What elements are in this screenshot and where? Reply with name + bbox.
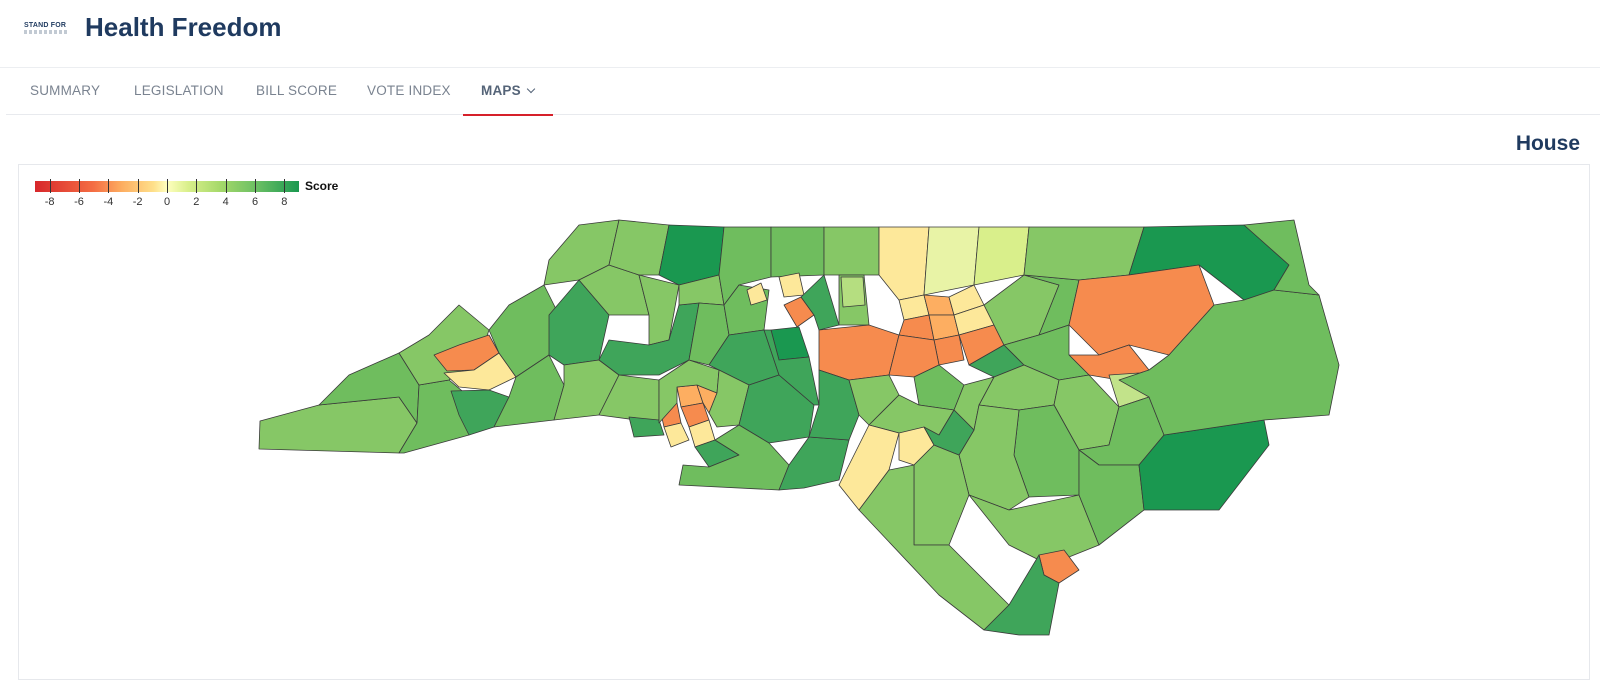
legend-tick-label: 6: [251, 196, 259, 208]
district-map: [258, 219, 1340, 636]
district-region[interactable]: [823, 226, 880, 276]
nav-maps-label: MAPS: [481, 83, 521, 98]
district-region[interactable]: [840, 276, 866, 308]
legend-tick-label: -2: [132, 196, 143, 208]
legend-tick: [167, 179, 168, 193]
district-region[interactable]: [983, 554, 1060, 636]
logo-text: STAND FOR: [24, 22, 67, 29]
map-panel: -8 -6 -4 -2 0 2 4 6 8 Score: [18, 164, 1590, 680]
legend-tick-label: 2: [193, 196, 200, 208]
legend-tick: [196, 179, 198, 193]
district-region[interactable]: [763, 329, 820, 406]
district-region[interactable]: [628, 416, 665, 438]
legend-tick-label: 8: [281, 196, 288, 208]
district-region[interactable]: [598, 302, 700, 376]
district-region[interactable]: [818, 324, 900, 381]
district-region[interactable]: [746, 282, 768, 306]
nav-bill-score[interactable]: BILL SCORE: [256, 83, 338, 98]
district-region[interactable]: [858, 464, 1010, 631]
legend-tick-label: -8: [44, 196, 55, 208]
nav-summary[interactable]: SUMMARY: [30, 83, 101, 98]
nav-vote-index[interactable]: VOTE INDEX: [367, 83, 451, 98]
legend-tick: [49, 179, 51, 193]
chamber-title: House: [1515, 132, 1580, 155]
nav-maps[interactable]: MAPS: [463, 68, 553, 116]
legend-tick-label: -6: [74, 196, 84, 208]
legend-tick: [137, 179, 139, 193]
district-region[interactable]: [678, 424, 790, 491]
legend-tick: [255, 179, 256, 193]
district-region[interactable]: [778, 436, 850, 491]
site-title: Health Freedom: [85, 12, 282, 42]
legend-tick-label: 0: [163, 196, 171, 208]
legend-tick-label: 4: [222, 196, 229, 208]
district-region[interactable]: [923, 226, 980, 296]
district-region[interactable]: [1023, 226, 1145, 281]
district-region[interactable]: [1243, 219, 1320, 296]
district-region[interactable]: [973, 226, 1030, 286]
site-logo[interactable]: STAND FOR: [24, 20, 68, 38]
district-region[interactable]: [663, 422, 690, 448]
district-region[interactable]: [800, 274, 840, 331]
nav-legislation[interactable]: LEGISLATION: [134, 83, 224, 98]
district-region[interactable]: [923, 409, 975, 456]
legend-title: Score: [305, 179, 339, 193]
site-header: STAND FOR Health Freedom: [0, 0, 1600, 68]
district-region[interactable]: [608, 219, 670, 276]
legend-tick-label: -4: [103, 196, 114, 208]
legend-tick: [225, 179, 227, 193]
logo-subtext-mark: [24, 30, 68, 34]
score-legend: -8 -6 -4 -2 0 2 4 6 8 Score: [35, 179, 355, 213]
legend-tick: [108, 179, 110, 193]
district-region[interactable]: [258, 396, 418, 454]
district-region[interactable]: [878, 226, 930, 301]
chevron-down-icon: [526, 84, 536, 94]
legend-tick: [79, 179, 80, 193]
district-region[interactable]: [778, 272, 805, 298]
district-region[interactable]: [968, 494, 1100, 566]
main-nav: SUMMARY LEGISLATION BILL SCORE VOTE INDE…: [6, 68, 1600, 116]
legend-tick: [284, 179, 286, 193]
district-region[interactable]: [770, 226, 825, 278]
